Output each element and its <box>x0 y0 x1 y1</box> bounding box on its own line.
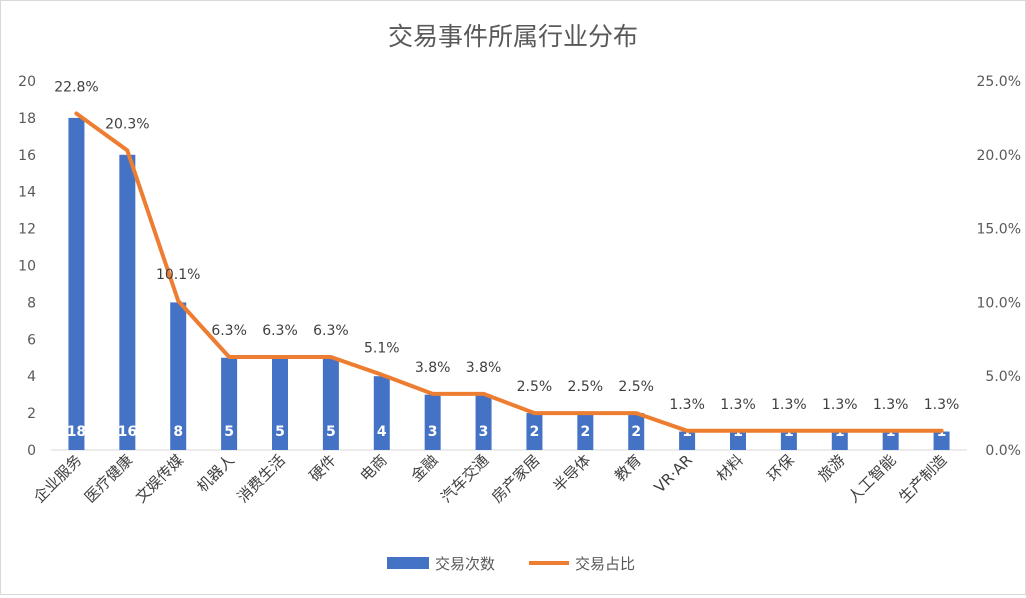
line-value-label: 22.8% <box>54 79 98 95</box>
right-axis-tick-label: 0.0% <box>985 443 1021 459</box>
bar-value-label: 5 <box>275 424 285 440</box>
left-axis-tick-label: 16 <box>18 148 36 164</box>
right-axis-tick-label: 5.0% <box>985 369 1021 385</box>
line-value-label: 2.5% <box>517 379 553 395</box>
line-series <box>76 113 941 431</box>
left-y-axis: 0 2 4 6 8 10 12 14 16 18 20 <box>18 74 36 459</box>
right-axis-tick-label: 15.0% <box>977 222 1021 238</box>
line-path <box>76 114 941 431</box>
category-label: 硬件 <box>306 451 340 485</box>
line-value-label: 10.1% <box>156 267 200 283</box>
category-label: 汽车交通 <box>437 451 492 506</box>
left-axis-tick-label: 2 <box>27 406 36 422</box>
legend: 交易次数 交易占比 <box>387 555 635 573</box>
category-label: 环保 <box>764 451 798 485</box>
bar <box>476 395 492 450</box>
bar-value-label: 16 <box>118 424 137 440</box>
bar-value-label: 2 <box>631 424 641 440</box>
right-axis-tick-label: 20.0% <box>977 148 1021 164</box>
bar <box>119 155 135 450</box>
right-axis-tick-label: 25.0% <box>977 74 1021 90</box>
category-label: 医疗健康 <box>81 451 136 506</box>
left-axis-tick-label: 12 <box>18 222 36 238</box>
category-label: VR·AR <box>651 451 696 496</box>
line-value-label: 1.3% <box>720 397 756 413</box>
chart-title: 交易事件所属行业分布 <box>388 22 638 51</box>
bar-value-label: 3 <box>428 424 438 440</box>
legend-swatch-bar <box>387 557 429 569</box>
line-value-label: 1.3% <box>924 397 960 413</box>
legend-label-line: 交易占比 <box>575 555 635 573</box>
left-axis-tick-label: 14 <box>18 185 36 201</box>
category-label: 机器人 <box>193 451 238 496</box>
category-label: 文娱传媒 <box>132 451 187 506</box>
category-label: 半导体 <box>550 451 595 496</box>
bar-value-label: 3 <box>479 424 489 440</box>
category-label: 金融 <box>408 451 442 485</box>
bar-value-label: 18 <box>67 424 86 440</box>
category-label: 材料 <box>713 451 747 485</box>
line-value-label: 6.3% <box>262 323 298 339</box>
category-label: 生产制造 <box>895 451 950 506</box>
bar-value-label: 5 <box>224 424 234 440</box>
left-axis-tick-label: 0 <box>27 443 36 459</box>
legend-label-bar: 交易次数 <box>435 555 495 573</box>
line-value-label: 5.1% <box>364 341 400 357</box>
bar-value-label: 4 <box>377 424 387 440</box>
line-value-label: 3.8% <box>415 360 451 376</box>
bar-value-label: 8 <box>173 424 183 440</box>
bar <box>425 395 441 450</box>
line-value-label: 1.3% <box>771 397 807 413</box>
right-axis-tick-label: 10.0% <box>977 295 1021 311</box>
line-value-label: 2.5% <box>568 379 604 395</box>
line-value-label: 2.5% <box>618 379 654 395</box>
left-axis-tick-label: 20 <box>18 74 36 90</box>
right-y-axis: 0.0% 5.0% 10.0% 15.0% 20.0% 25.0% <box>977 74 1021 459</box>
left-axis-tick-label: 4 <box>27 369 36 385</box>
bar-value-label: 2 <box>580 424 590 440</box>
left-axis-tick-label: 18 <box>18 111 36 127</box>
left-axis-tick-label: 6 <box>27 332 36 348</box>
bar <box>68 118 84 450</box>
line-data-labels: 22.8% 20.3% 10.1% 6.3% 6.3% 6.3% 5.1% 3.8% 3.8% 2… <box>54 79 959 412</box>
line-value-label: 1.3% <box>669 397 705 413</box>
category-label: 人工智能 <box>844 451 899 506</box>
bar-value-label: 5 <box>326 424 336 440</box>
category-label: 房产家居 <box>488 451 543 506</box>
line-value-label: 6.3% <box>313 323 349 339</box>
category-label: 消费生活 <box>234 451 289 506</box>
category-label: 企业服务 <box>30 451 85 506</box>
category-label: 旅游 <box>815 451 849 485</box>
line-value-label: 20.3% <box>105 116 149 132</box>
line-value-label: 1.3% <box>822 397 858 413</box>
bar-value-label: 2 <box>530 424 540 440</box>
left-axis-tick-label: 8 <box>27 295 36 311</box>
category-label: 教育 <box>611 451 645 485</box>
line-value-label: 6.3% <box>211 323 247 339</box>
left-axis-tick-label: 10 <box>18 259 36 275</box>
category-label: 电商 <box>357 451 391 485</box>
line-value-label: 3.8% <box>466 360 502 376</box>
line-value-label: 1.3% <box>873 397 909 413</box>
